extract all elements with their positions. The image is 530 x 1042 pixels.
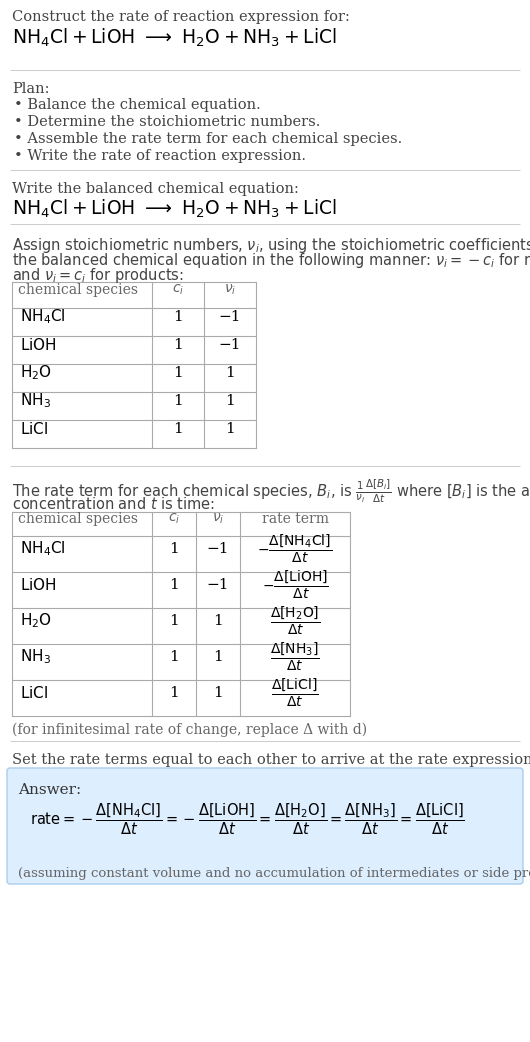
Text: The rate term for each chemical species, $B_i$, is $\frac{1}{\nu_i}\frac{\Delta[: The rate term for each chemical species,…	[12, 478, 530, 505]
Text: $\mathrm{NH_4Cl}$: $\mathrm{NH_4Cl}$	[20, 540, 66, 559]
Text: Write the balanced chemical equation:: Write the balanced chemical equation:	[12, 182, 299, 196]
Text: 1: 1	[213, 614, 223, 628]
Text: 1: 1	[169, 542, 179, 556]
Text: −1: −1	[207, 578, 229, 592]
Text: • Determine the stoichiometric numbers.: • Determine the stoichiometric numbers.	[14, 115, 320, 129]
Text: $\nu_i$: $\nu_i$	[224, 282, 236, 297]
Text: $\dfrac{\Delta[\mathrm{LiCl}]}{\Delta t}$: $\dfrac{\Delta[\mathrm{LiCl}]}{\Delta t}…	[271, 677, 319, 710]
Text: 1: 1	[225, 394, 235, 408]
Text: 1: 1	[213, 686, 223, 700]
Text: $\mathrm{LiOH}$: $\mathrm{LiOH}$	[20, 577, 57, 593]
Text: 1: 1	[173, 422, 183, 436]
Text: $-\dfrac{\Delta[\mathrm{NH_4Cl}]}{\Delta t}$: $-\dfrac{\Delta[\mathrm{NH_4Cl}]}{\Delta…	[258, 532, 332, 565]
Text: chemical species: chemical species	[18, 512, 138, 526]
Text: the balanced chemical equation in the following manner: $\nu_i = -c_i$ for react: the balanced chemical equation in the fo…	[12, 251, 530, 270]
Text: 1: 1	[173, 311, 183, 324]
Text: Construct the rate of reaction expression for:: Construct the rate of reaction expressio…	[12, 10, 350, 24]
Text: $\mathrm{NH_3}$: $\mathrm{NH_3}$	[20, 392, 51, 411]
Text: Plan:: Plan:	[12, 82, 49, 96]
Text: −1: −1	[219, 311, 241, 324]
Text: • Balance the chemical equation.: • Balance the chemical equation.	[14, 98, 261, 111]
Text: $\mathrm{LiCl}$: $\mathrm{LiCl}$	[20, 685, 48, 701]
Text: $\mathrm{NH_4Cl + LiOH \ \longrightarrow \ H_2O + NH_3 + LiCl}$: $\mathrm{NH_4Cl + LiOH \ \longrightarrow…	[12, 198, 337, 220]
Text: $\dfrac{\Delta[\mathrm{NH_3}]}{\Delta t}$: $\dfrac{\Delta[\mathrm{NH_3}]}{\Delta t}…	[270, 641, 320, 673]
Text: $-\dfrac{\Delta[\mathrm{LiOH}]}{\Delta t}$: $-\dfrac{\Delta[\mathrm{LiOH}]}{\Delta t…	[262, 569, 329, 601]
Text: and $\nu_i = c_i$ for products:: and $\nu_i = c_i$ for products:	[12, 266, 184, 286]
Text: $\mathrm{H_2O}$: $\mathrm{H_2O}$	[20, 364, 52, 382]
Text: $\mathrm{NH_4Cl + LiOH \ \longrightarrow \ H_2O + NH_3 + LiCl}$: $\mathrm{NH_4Cl + LiOH \ \longrightarrow…	[12, 27, 337, 49]
Text: • Assemble the rate term for each chemical species.: • Assemble the rate term for each chemic…	[14, 132, 402, 146]
Text: • Write the rate of reaction expression.: • Write the rate of reaction expression.	[14, 149, 306, 163]
Text: rate term: rate term	[261, 512, 329, 526]
Text: $\mathrm{NH_4Cl}$: $\mathrm{NH_4Cl}$	[20, 307, 66, 326]
FancyBboxPatch shape	[7, 768, 523, 884]
Text: 1: 1	[169, 578, 179, 592]
Text: 1: 1	[169, 686, 179, 700]
Text: $c_i$: $c_i$	[168, 512, 180, 526]
Text: $c_i$: $c_i$	[172, 282, 184, 297]
Text: −1: −1	[219, 338, 241, 352]
Text: chemical species: chemical species	[18, 283, 138, 297]
Text: concentration and $t$ is time:: concentration and $t$ is time:	[12, 496, 215, 512]
Text: (assuming constant volume and no accumulation of intermediates or side products): (assuming constant volume and no accumul…	[18, 867, 530, 880]
Text: (for infinitesimal rate of change, replace Δ with d): (for infinitesimal rate of change, repla…	[12, 723, 367, 738]
Text: $\nu_i$: $\nu_i$	[212, 512, 224, 526]
Text: $\mathrm{NH_3}$: $\mathrm{NH_3}$	[20, 648, 51, 666]
Text: 1: 1	[173, 394, 183, 408]
Text: Assign stoichiometric numbers, $\nu_i$, using the stoichiometric coefficients, $: Assign stoichiometric numbers, $\nu_i$, …	[12, 235, 530, 255]
Text: Answer:: Answer:	[18, 783, 81, 797]
Text: 1: 1	[213, 650, 223, 664]
Text: 1: 1	[225, 366, 235, 380]
Text: 1: 1	[173, 366, 183, 380]
Text: $\mathrm{rate} = -\dfrac{\Delta[\mathrm{NH_4Cl}]}{\Delta t} = -\dfrac{\Delta[\ma: $\mathrm{rate} = -\dfrac{\Delta[\mathrm{…	[30, 801, 465, 837]
Text: $\dfrac{\Delta[\mathrm{H_2O}]}{\Delta t}$: $\dfrac{\Delta[\mathrm{H_2O}]}{\Delta t}…	[270, 604, 320, 637]
Text: 1: 1	[169, 614, 179, 628]
Text: $\mathrm{H_2O}$: $\mathrm{H_2O}$	[20, 612, 52, 630]
Text: 1: 1	[173, 338, 183, 352]
Text: 1: 1	[169, 650, 179, 664]
Text: $\mathrm{LiCl}$: $\mathrm{LiCl}$	[20, 421, 48, 437]
Text: −1: −1	[207, 542, 229, 556]
Text: 1: 1	[225, 422, 235, 436]
Text: $\mathrm{LiOH}$: $\mathrm{LiOH}$	[20, 337, 57, 353]
Text: Set the rate terms equal to each other to arrive at the rate expression:: Set the rate terms equal to each other t…	[12, 753, 530, 767]
